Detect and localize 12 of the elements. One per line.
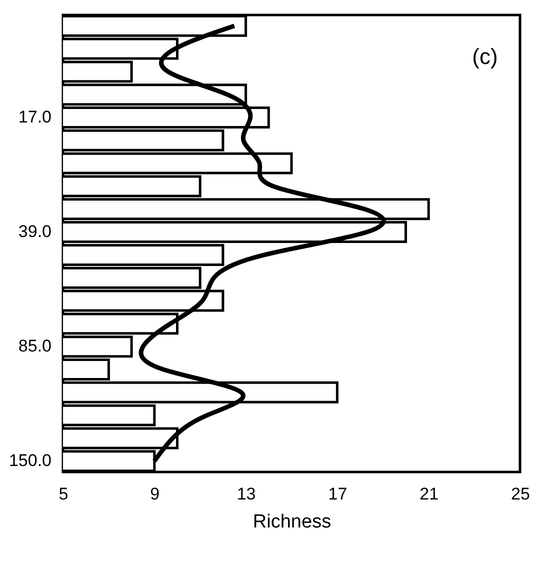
x-tick-label: 9	[150, 484, 160, 504]
x-tick-label: 13	[236, 484, 256, 504]
x-tick-label: 21	[420, 484, 439, 504]
x-tick-label: 25	[511, 484, 530, 504]
y-tick-label: 85.0	[18, 336, 52, 356]
annotation: (c)	[472, 44, 498, 69]
x-axis-title: Richness	[252, 512, 332, 532]
y-tick-label: 39.0	[18, 222, 52, 242]
y-tick-label: 17.0	[18, 108, 52, 127]
y-tick-label: 150.0	[8, 451, 52, 470]
x-tick-label: 5	[58, 484, 68, 504]
x-tick-label: 17	[328, 484, 348, 504]
